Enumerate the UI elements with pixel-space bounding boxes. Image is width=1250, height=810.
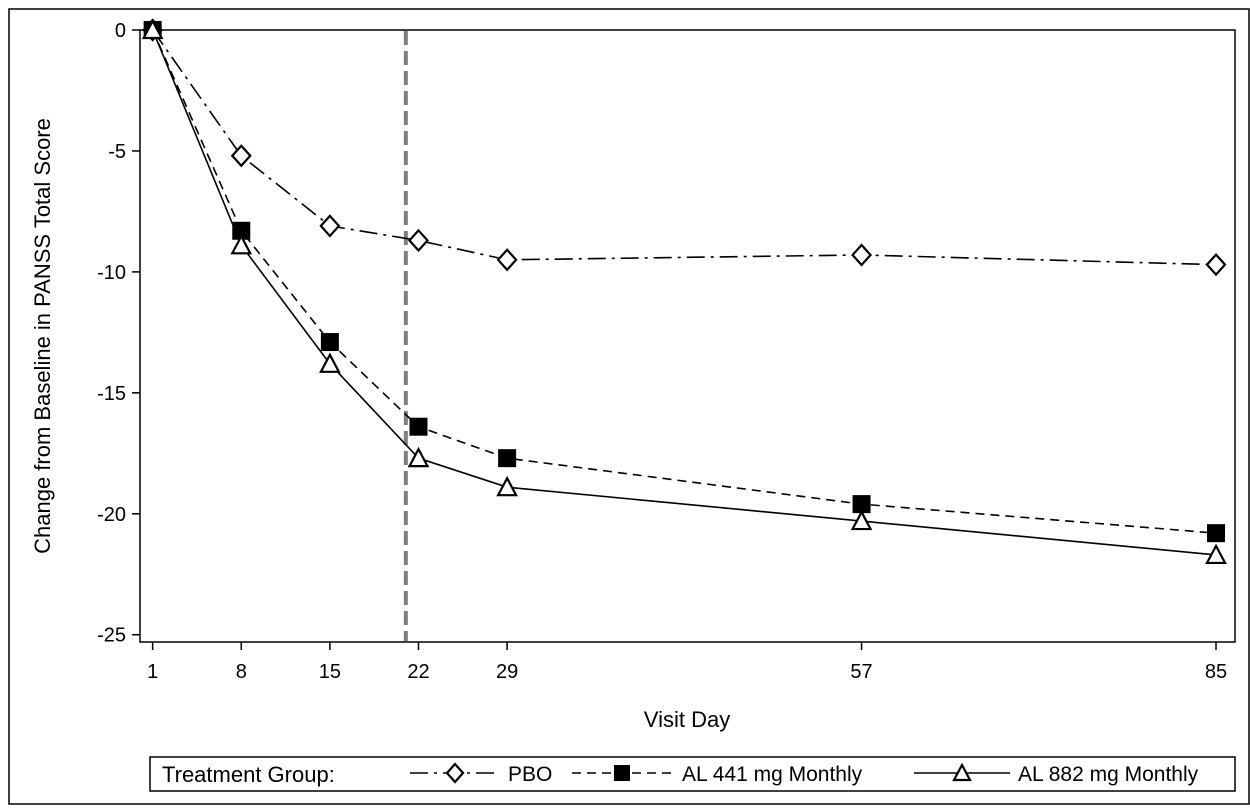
plot-frame <box>139 29 1236 643</box>
data-point-series-1 <box>319 214 341 238</box>
x-tick-label: 15 <box>319 661 341 683</box>
series-markers <box>141 18 1227 565</box>
data-point-series-3 <box>850 509 873 531</box>
series-line-2 <box>151 29 1217 534</box>
legend-label-2: AL 441 mg Monthly <box>682 763 863 786</box>
data-point-series-1 <box>496 248 518 272</box>
data-point-series-3 <box>407 446 430 468</box>
x-tick-label: 85 <box>1205 661 1227 683</box>
data-point-series-3 <box>141 18 164 40</box>
legend-title: Treatment Group: <box>162 762 335 787</box>
y-tick-label: -25 <box>97 625 126 647</box>
y-tick-label: -20 <box>97 504 126 526</box>
legend-marker-1 <box>445 762 465 784</box>
data-point-series-1 <box>230 144 252 168</box>
y-tick-label: 0 <box>115 20 126 42</box>
data-point-series-2 <box>232 221 251 240</box>
x-tick-label: 57 <box>850 661 872 683</box>
data-point-series-3 <box>1205 543 1227 565</box>
series-lines <box>151 29 1217 556</box>
y-tick-label: -10 <box>97 262 126 284</box>
y-tick-label: -5 <box>108 141 126 163</box>
legend-marker-3 <box>952 762 972 782</box>
data-point-series-1 <box>1205 252 1227 277</box>
data-point-series-1 <box>408 228 429 253</box>
data-point-series-2 <box>852 495 871 514</box>
data-point-series-2 <box>498 449 517 468</box>
legend: Treatment Group: PBO AL 441 mg Monthly AL … <box>149 756 1236 792</box>
legend-label-1: PBO <box>508 763 552 786</box>
data-point-series-3 <box>496 475 518 497</box>
data-point-series-1 <box>851 243 873 267</box>
data-point-series-3 <box>230 233 253 255</box>
x-tick-label: 1 <box>147 661 158 683</box>
y-tick-label: -15 <box>97 383 126 405</box>
data-point-series-3 <box>319 352 341 373</box>
legend-marker-2 <box>614 765 630 781</box>
x-tick-label: 22 <box>407 661 429 683</box>
legend-box <box>149 756 1236 792</box>
data-point-series-2 <box>320 333 339 352</box>
data-point-series-2 <box>409 417 428 436</box>
series-line-3 <box>151 29 1217 556</box>
data-point-series-2 <box>1207 524 1226 543</box>
y-axis-label: Change from Baseline in PANSS Total Scor… <box>30 118 55 554</box>
outer-frame <box>8 8 1250 805</box>
x-tick-label: 29 <box>496 661 518 683</box>
series-line-1 <box>152 29 1217 266</box>
x-tick-label: 8 <box>236 661 247 683</box>
legend-label-3: AL 882 mg Monthly <box>1018 763 1199 786</box>
x-axis-label: Visit Day <box>644 707 730 732</box>
